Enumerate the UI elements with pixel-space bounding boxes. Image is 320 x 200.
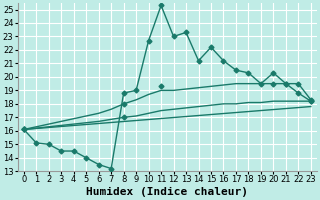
- X-axis label: Humidex (Indice chaleur): Humidex (Indice chaleur): [86, 187, 248, 197]
